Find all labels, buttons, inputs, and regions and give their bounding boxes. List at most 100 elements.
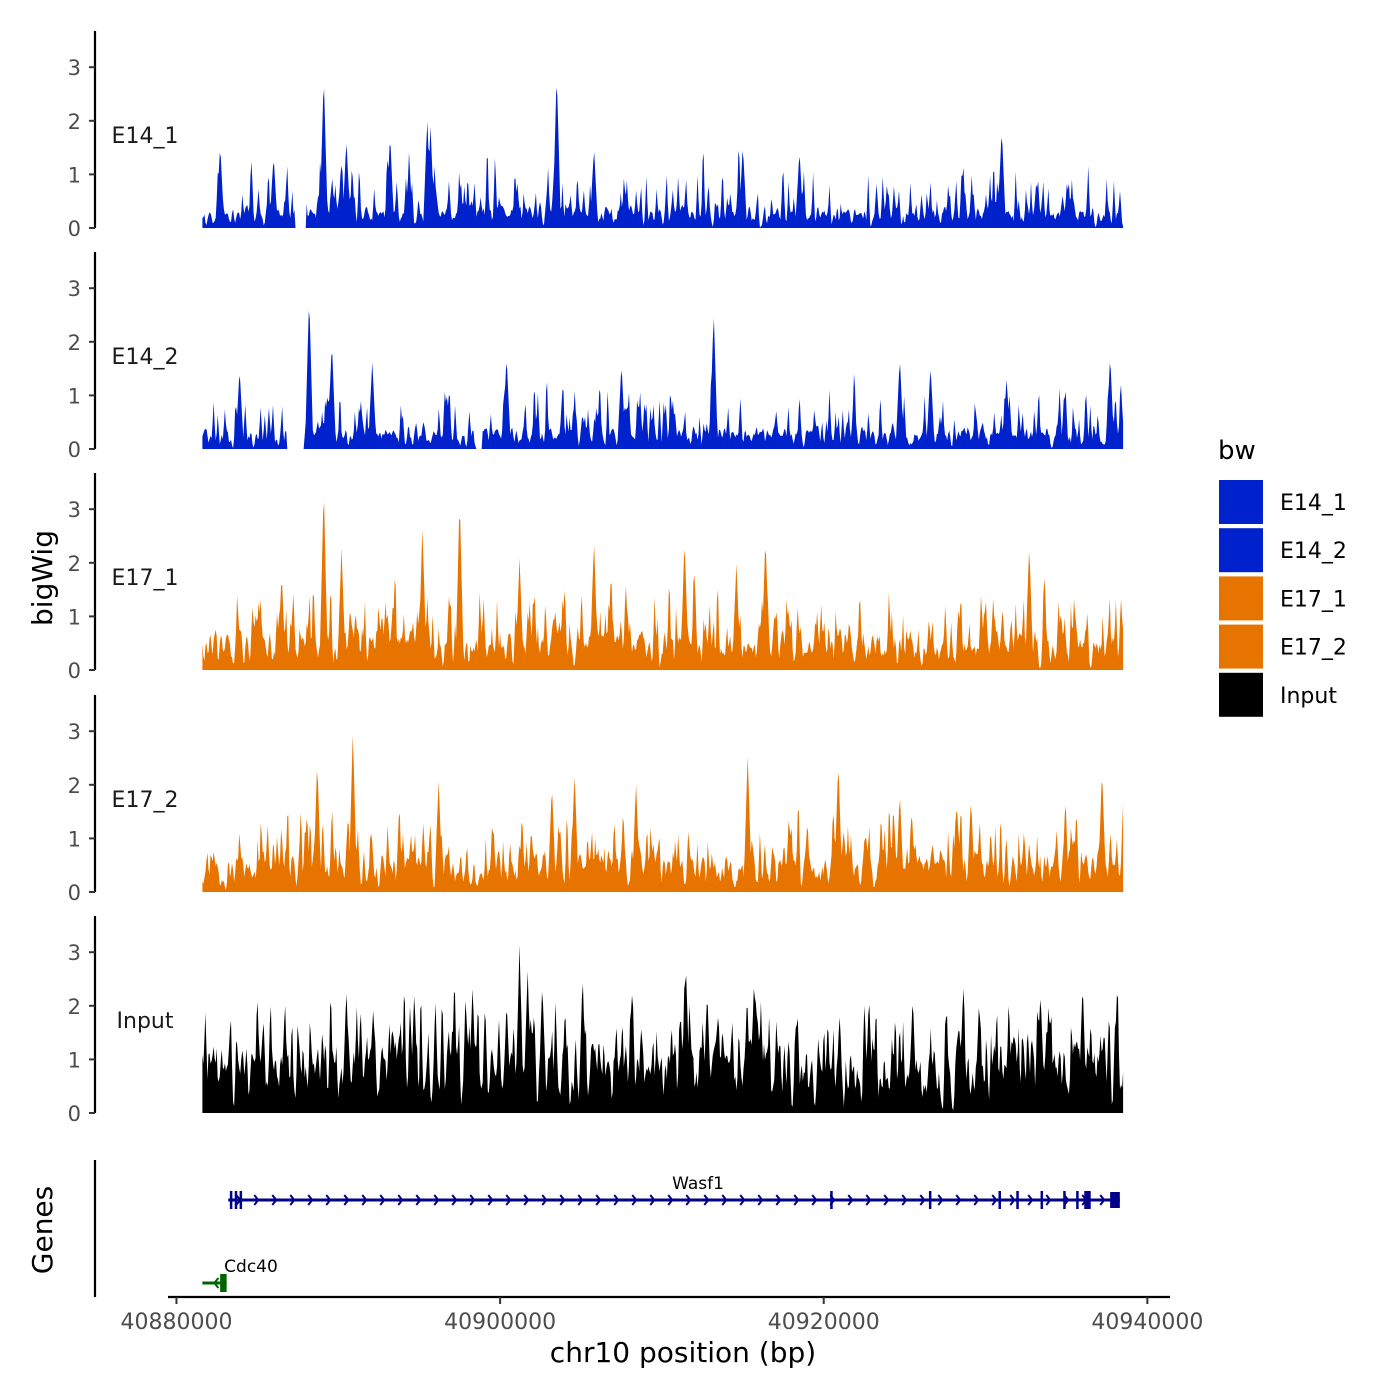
strand-arrow — [811, 1194, 818, 1206]
strand-arrow — [649, 1194, 656, 1206]
strand-arrow — [451, 1194, 458, 1206]
exon — [1040, 1191, 1044, 1209]
x-tick-label: 40940000 — [1091, 1310, 1203, 1335]
track-input: 0 1 2 3 Input — [68, 916, 1124, 1126]
strand-arrow — [883, 1194, 890, 1206]
strand-arrow — [595, 1194, 602, 1206]
exon — [998, 1191, 1001, 1209]
y-tick-label: 0 — [68, 438, 81, 462]
y-tick-label: 3 — [68, 498, 81, 522]
x-axis-title: chr10 position (bp) — [550, 1336, 816, 1369]
strand-arrow — [541, 1194, 548, 1206]
legend-label: E14_1 — [1280, 491, 1347, 516]
exon — [928, 1191, 932, 1209]
track-e17-1: 0 1 2 3 E17_1 — [68, 473, 1124, 683]
exon — [1063, 1191, 1066, 1209]
y-axis-title: bigWig — [26, 530, 59, 626]
gene-cdc40: Cdc40 — [202, 1257, 278, 1292]
y-tick-label: 1 — [68, 827, 81, 851]
gene-label: Cdc40 — [224, 1257, 278, 1277]
strand-arrow — [577, 1194, 584, 1206]
y-tick-label: 2 — [68, 331, 81, 355]
strand-arrow — [487, 1194, 494, 1206]
track-label: Input — [117, 1009, 174, 1034]
legend-label: Input — [1280, 684, 1337, 709]
strand-arrow — [667, 1194, 674, 1206]
signal-area — [202, 735, 1124, 892]
track-label: E14_1 — [112, 124, 179, 149]
y-tick-label: 0 — [68, 659, 81, 683]
y-tick-label: 0 — [68, 881, 81, 905]
signal-area — [202, 87, 1124, 228]
strand-arrow — [469, 1194, 476, 1206]
signal-area — [202, 310, 1124, 449]
strand-arrow — [1027, 1194, 1034, 1206]
strand-arrow — [325, 1194, 332, 1206]
strand-arrow — [901, 1194, 908, 1206]
strand-arrow — [361, 1194, 368, 1206]
strand-arrow — [937, 1194, 944, 1206]
legend-label: E17_1 — [1280, 587, 1347, 612]
genes-panel: Wasf1 Cdc40 — [93, 1160, 1120, 1297]
x-tick-label: 40880000 — [120, 1310, 232, 1335]
track-label: E14_2 — [112, 345, 179, 370]
strand-arrow — [307, 1194, 314, 1206]
x-axis: 40880000 40900000 40920000 40940000 — [120, 1295, 1203, 1335]
y-tick-label: 3 — [68, 277, 81, 301]
exon — [229, 1191, 233, 1209]
strand-arrow — [991, 1194, 998, 1206]
exon — [1016, 1191, 1019, 1209]
strand-arrow — [847, 1194, 854, 1206]
strand-arrow — [721, 1194, 728, 1206]
strand-arrow — [919, 1194, 926, 1206]
strand-arrow — [775, 1194, 782, 1206]
strand-arrow — [433, 1194, 440, 1206]
signal-area — [202, 501, 1124, 670]
strand-arrow — [343, 1194, 350, 1206]
exon — [830, 1191, 833, 1209]
track-label: E17_2 — [112, 788, 179, 813]
strand-arrow — [379, 1194, 386, 1206]
strand-arrow — [559, 1194, 566, 1206]
y-tick-label: 2 — [68, 110, 81, 134]
y-tick-label: 2 — [68, 774, 81, 798]
legend-title: bw — [1218, 436, 1256, 466]
strand-arrow — [289, 1194, 296, 1206]
y-tick-label: 1 — [68, 384, 81, 408]
strand-arrow — [1009, 1194, 1016, 1206]
y-tick-label: 0 — [68, 1102, 81, 1126]
x-tick-label: 40900000 — [444, 1310, 556, 1335]
strand-arrow — [1045, 1194, 1052, 1206]
y-tick-label: 2 — [68, 995, 81, 1019]
y-tick-label: 1 — [68, 1048, 81, 1072]
track-e17-2: 0 1 2 3 E17_2 — [68, 695, 1124, 905]
exon — [1110, 1192, 1120, 1208]
legend-key — [1219, 672, 1263, 717]
legend: bw E14_1 E14_2 E17_1 E17_2 Input — [1218, 436, 1347, 717]
y-tick-label: 1 — [68, 605, 81, 629]
strand-arrow — [631, 1194, 638, 1206]
strand-arrow — [523, 1194, 530, 1206]
strand-arrow — [213, 1277, 220, 1289]
exon — [1084, 1191, 1091, 1209]
legend-label: E14_2 — [1280, 539, 1347, 564]
exon — [234, 1191, 238, 1209]
legend-label: E17_2 — [1280, 636, 1347, 661]
exon — [220, 1274, 227, 1292]
signal-area — [202, 944, 1124, 1113]
y-tick-label: 2 — [68, 552, 81, 576]
strand-arrow — [1099, 1194, 1106, 1206]
bigwig-tracks: 0 1 2 3 E14_1 0 1 2 3 E14_2 0 1 2 3 E17_1 0 1 2 3 E17_2 0 1 2 3… — [68, 31, 1124, 1126]
legend-key — [1219, 528, 1263, 573]
exon — [1076, 1191, 1079, 1209]
gene-wasf1: Wasf1 — [228, 1174, 1120, 1209]
strand-arrow — [757, 1194, 764, 1206]
legend-key — [1219, 576, 1263, 621]
strand-arrow — [415, 1194, 422, 1206]
strand-arrow — [703, 1194, 710, 1206]
strand-arrow — [505, 1194, 512, 1206]
y-tick-label: 1 — [68, 163, 81, 187]
strand-arrow — [955, 1194, 962, 1206]
gene-label: Wasf1 — [672, 1174, 724, 1194]
